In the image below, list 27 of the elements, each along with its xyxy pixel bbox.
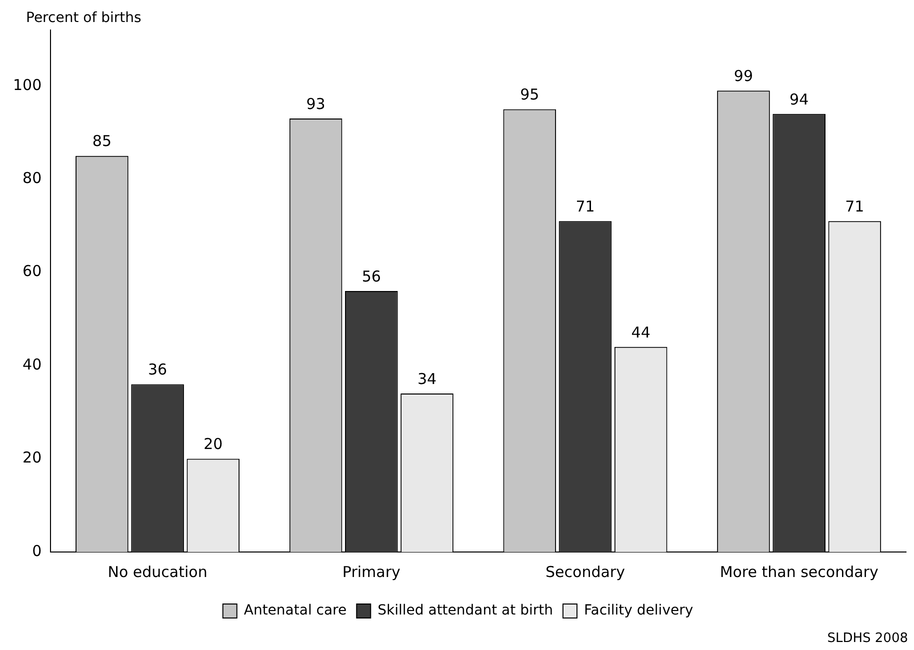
x-tick-label: Primary (342, 562, 400, 581)
y-tick-label: 20 (22, 448, 42, 467)
y-tick-label: 0 (32, 542, 42, 560)
legend-label: Skilled attendant at birth (378, 602, 553, 619)
data-label: 71 (845, 197, 864, 216)
data-label: 56 (362, 267, 381, 286)
data-label: 99 (734, 66, 754, 85)
data-label: 44 (631, 323, 650, 342)
y-tick-label: 80 (22, 169, 42, 188)
y-tick-label: 40 (22, 355, 42, 374)
data-label: 71 (576, 197, 595, 216)
text: SLDHS 2008 (827, 631, 908, 646)
data-label: 20 (204, 435, 223, 454)
data-label: 94 (790, 90, 809, 108)
data-label: 93 (306, 94, 326, 113)
x-tick-label: Secondary (546, 562, 626, 581)
legend-label: Facility delivery (584, 602, 694, 619)
legend-label: Antenatal care (244, 602, 347, 619)
data-label: 85 (92, 132, 112, 150)
y-tick-label: 60 (22, 262, 42, 280)
data-label: 95 (520, 86, 540, 104)
y-tick-label: 100 (12, 76, 42, 94)
x-tick-label: More than secondary (720, 562, 878, 581)
data-label: 36 (148, 360, 168, 379)
x-tick-label: No education (108, 562, 208, 581)
y-axis-title: Percent of births (26, 10, 142, 26)
data-label: 34 (417, 370, 437, 388)
